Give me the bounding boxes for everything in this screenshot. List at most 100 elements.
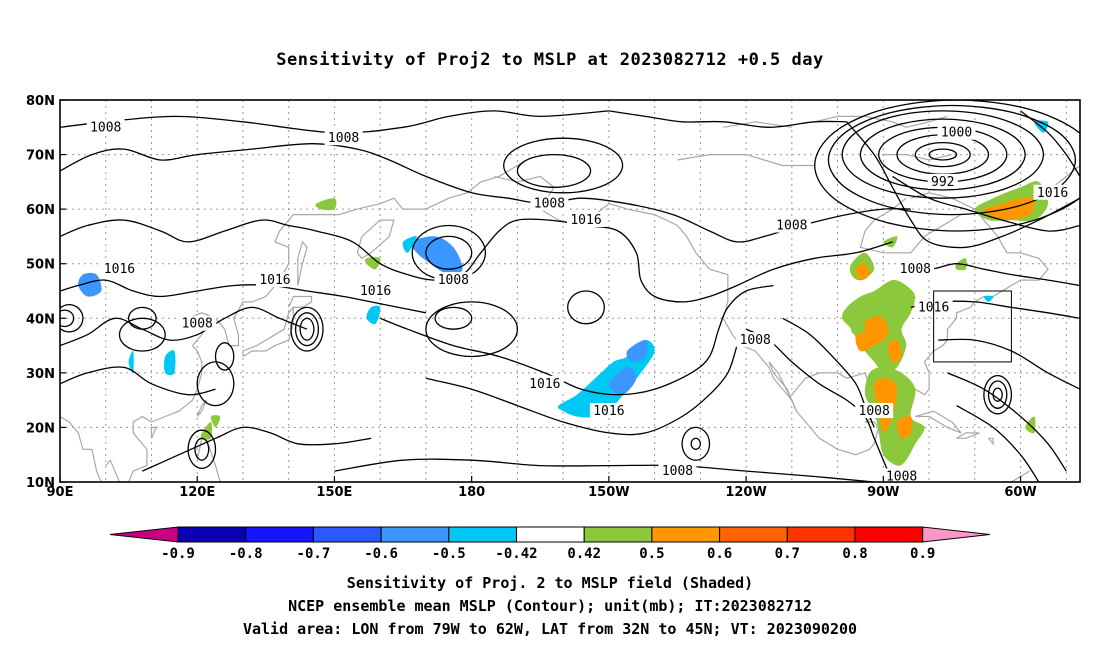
contour-label-bg	[567, 212, 606, 228]
coastline-segment	[814, 115, 948, 128]
colorbar-tick-label: 0.5	[639, 546, 664, 562]
sensitivity-shading	[78, 120, 1049, 466]
mslp-isobar	[846, 121, 1080, 249]
lat-tick-label: 30N	[26, 367, 55, 382]
mslp-isobar	[334, 458, 875, 482]
contour-label: 992	[931, 175, 954, 190]
colorbar-segment	[651, 526, 721, 543]
colorbar-segment	[583, 526, 653, 543]
contour-label: 1008	[886, 470, 917, 485]
contour-label-bg	[434, 272, 473, 288]
contour-labels: 1008100810001000992101610081016100810081…	[86, 119, 1072, 485]
colorbar-segment	[719, 526, 788, 543]
mslp-isobar-closed	[690, 437, 702, 450]
contour-label: 1008	[740, 333, 771, 348]
contour-label-bg	[658, 463, 697, 479]
sensitivity-patch	[851, 318, 866, 335]
mslp-isobar	[892, 175, 1080, 232]
plot-background	[60, 100, 1080, 482]
sensitivity-patch	[626, 340, 648, 363]
mslp-isobar	[425, 345, 738, 436]
sensitivity-patch	[411, 236, 463, 275]
sensitivity-patch	[402, 235, 417, 253]
lon-tick-label: 120W	[725, 485, 766, 500]
mslp-isobar-closed	[425, 235, 473, 270]
colorbar-tick-label: 0.42	[567, 546, 601, 562]
contour-label-bg	[100, 261, 139, 277]
coastline-segment	[297, 240, 308, 286]
colorbar-tick-label: 0.6	[707, 546, 732, 562]
contour-label: 1000	[941, 126, 972, 141]
colorbar-segment	[448, 526, 517, 543]
lon-tick-label: 60W	[1004, 485, 1036, 500]
contour-label: 1016	[259, 273, 290, 288]
mslp-isobar-closed	[196, 361, 235, 407]
mslp-isobar	[60, 218, 893, 303]
colorbar-tick-label: 0.7	[775, 546, 800, 562]
chart-title: Sensitivity of Proj2 to MSLP at 20230827…	[276, 50, 824, 70]
contour-label: 1008	[90, 120, 121, 135]
contour-label: 1008	[534, 197, 565, 212]
coastline-segment	[105, 459, 121, 482]
mslp-isobar-closed	[827, 104, 1077, 216]
contour-label: 1016	[104, 262, 135, 277]
mslp-isobar-closed	[987, 380, 1008, 409]
coastline-segment	[288, 295, 313, 308]
mslp-isobar-closed	[841, 110, 1045, 199]
colorbar-tick-label: -0.42	[495, 546, 537, 562]
contour-label-bg	[178, 315, 217, 331]
contour-label: 1008	[438, 273, 469, 288]
lat-tick-label: 40N	[26, 312, 55, 327]
sensitivity-patch	[78, 272, 102, 297]
lon-tick-label: 180	[458, 485, 485, 500]
colorbar-tick-label: -0.8	[229, 546, 263, 562]
mslp-isobar-closed	[425, 301, 519, 358]
sensitivity-patch	[608, 367, 637, 395]
colorbar-segment	[786, 526, 856, 543]
contour-label: 1016	[529, 377, 560, 392]
contour-label-bg	[855, 403, 894, 419]
valid-area-box	[933, 290, 1012, 363]
coastline-segment	[150, 426, 158, 439]
colorbar-tick-label: -0.5	[432, 546, 466, 562]
mslp-isobar-closed	[503, 137, 624, 194]
coastline-segment	[196, 399, 207, 417]
sensitivity-patch	[896, 416, 913, 439]
contour-label-bg	[530, 195, 569, 211]
colorbar-segment	[245, 526, 314, 543]
mslp-isobar	[60, 306, 308, 347]
gridlines	[59, 99, 1080, 483]
contour-label: 1016	[360, 284, 391, 299]
colorbar: -0.9 -0.8 -0.7 -0.6 -0.5 -0.42 0.42 0.5 0.6 0.7 0.…	[109, 526, 991, 562]
contour-label-bg	[882, 468, 921, 482]
coastline-segment	[723, 121, 792, 128]
contour-label-bg	[525, 375, 564, 391]
contour-label: 1016	[1037, 186, 1068, 201]
contour-label: 1008	[859, 404, 890, 419]
mslp-isobar	[60, 279, 427, 314]
mslp-isobar-closed	[814, 100, 1080, 232]
contour-label-bg	[896, 261, 935, 277]
mslp-isobar-closed	[516, 153, 592, 188]
lon-tick-label: 90E	[47, 485, 74, 500]
sensitivity-patch	[883, 236, 898, 248]
mslp-isobar-closed	[118, 317, 166, 352]
coastline-segment	[988, 437, 994, 446]
mslp-contours	[60, 100, 1080, 482]
contour-label-bg	[937, 124, 976, 140]
sensitivity-patch	[366, 305, 381, 325]
coastline-segment	[677, 154, 815, 167]
contour-label-bg	[1033, 184, 1072, 200]
contour-label-bg	[86, 119, 125, 135]
mslp-isobar-closed	[992, 387, 1003, 402]
lon-tick-label: 150E	[316, 485, 352, 500]
colorbar-tick-label: -0.7	[297, 546, 331, 562]
lon-tick-label: 90W	[867, 485, 899, 500]
sensitivity-patch	[128, 350, 134, 374]
mslp-isobar-closed	[194, 437, 210, 461]
contour-label: 1008	[182, 317, 213, 332]
mslp-isobar-closed	[928, 148, 958, 161]
lat-tick-label: 60N	[26, 203, 55, 218]
colorbar-segment	[177, 526, 247, 543]
